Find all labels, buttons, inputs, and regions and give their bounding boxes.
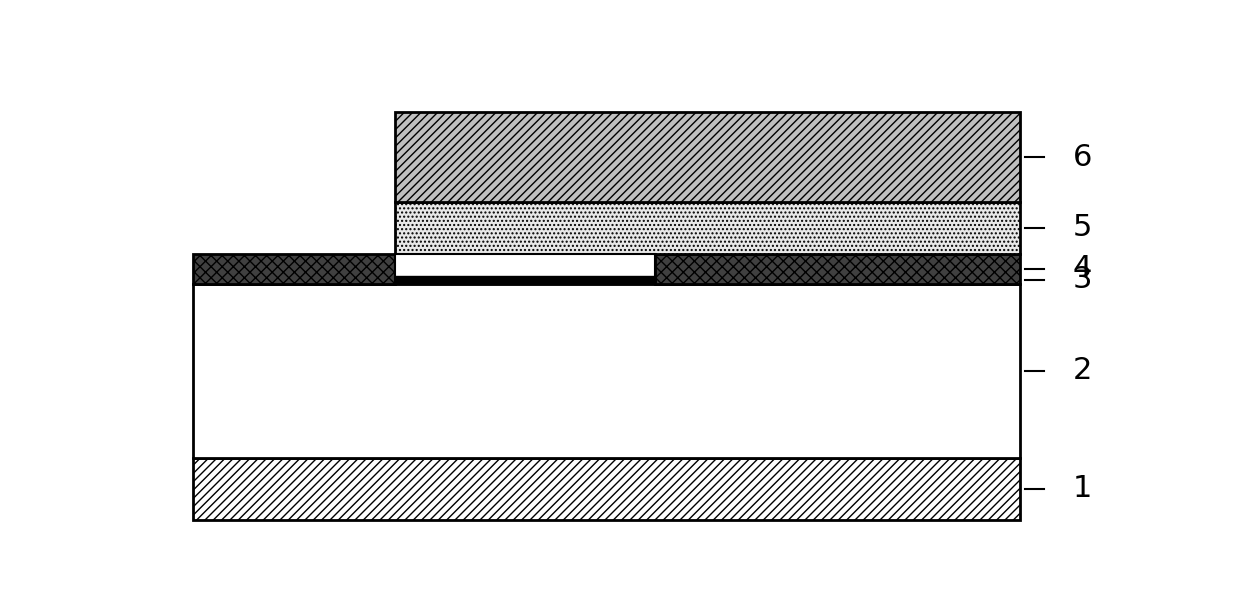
Bar (396, 201, 1019, 254)
Text: 1: 1 (1073, 475, 1092, 503)
Bar (193, 284, 1021, 458)
Bar (193, 254, 396, 284)
Bar (396, 112, 1019, 201)
Bar (655, 254, 1021, 284)
Bar (396, 276, 655, 284)
Text: 4: 4 (1073, 254, 1092, 283)
Text: 2: 2 (1073, 356, 1092, 386)
Bar (396, 276, 655, 284)
Text: 3: 3 (1073, 266, 1092, 295)
Bar (193, 458, 1021, 520)
Text: 6: 6 (1073, 143, 1092, 172)
Bar (396, 254, 655, 284)
Text: 5: 5 (1073, 213, 1092, 242)
